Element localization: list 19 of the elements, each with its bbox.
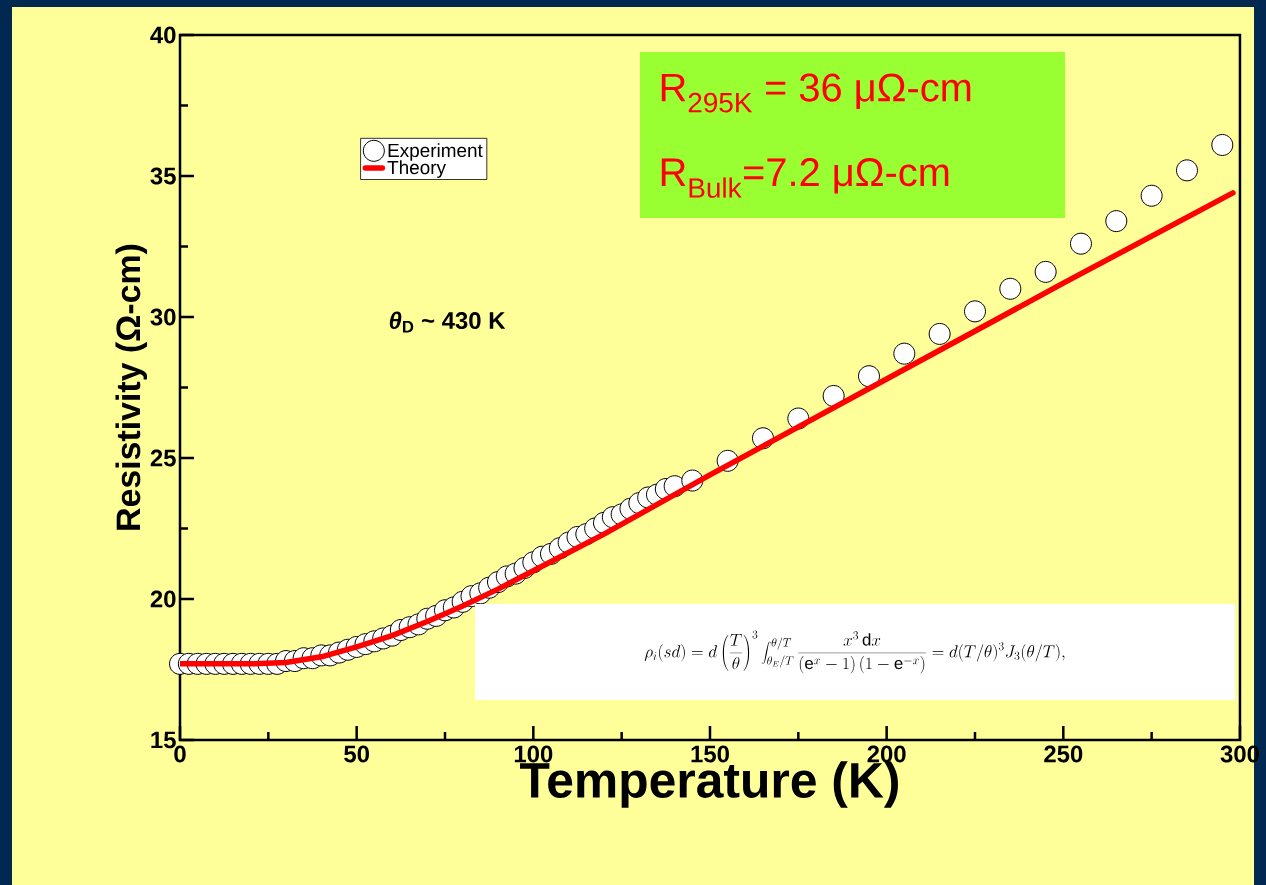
annotation: R$_{Bulk}$=7.2 μΩ-cm (661, 158, 949, 198)
y-axis-title: Resistivity (Ω-cm) (115, 244, 148, 530)
x-tick-label: 250 (1044, 745, 1083, 763)
x-tick-label: 50 (344, 745, 369, 763)
y-tick-label: 25 (150, 449, 176, 467)
legend-label: Theory (387, 160, 446, 178)
x-tick-label: 0 (174, 745, 186, 763)
legend-label: Experiment (388, 143, 483, 161)
y-tick-label: 40 (150, 26, 176, 44)
x-tick-label: 150 (691, 745, 729, 763)
y-tick-label: 20 (150, 590, 176, 608)
y-tick-label: 15 (151, 731, 176, 749)
annotation: $\rho_i(sd) = d\left(\frac{T}{\theta}\right)^{3}\int_{\theta_E/T}^{\theta/T}\frac{x^{3}\,\mathrm{d}x}{(\mathrm{e}^{x}-1)\,(1-\mathrm{e}^{-x})} = d(T/\theta)^{3}J_{3}(\theta/T),$ (644, 630, 1065, 674)
x-tick-label: 200 (867, 745, 906, 763)
y-tick-label: 35 (150, 167, 176, 185)
x-tick-label: 100 (514, 745, 553, 763)
annotation: R$_{295K}$ = 36 μΩ-cm (661, 73, 971, 113)
annotation: θ$_{D}$ ~ 430 K (389, 311, 506, 333)
y-tick-label: 30 (150, 308, 176, 326)
